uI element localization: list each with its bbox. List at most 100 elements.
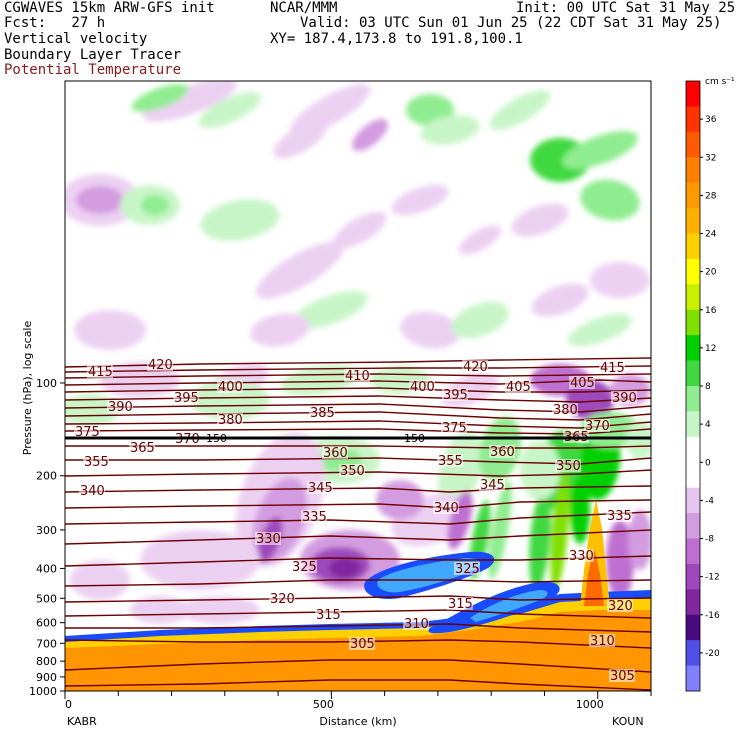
colorbar-tick-label: -8 (705, 535, 714, 545)
theta-label: 320 (608, 599, 633, 614)
theta-contour (65, 595, 651, 603)
theta-label: 380 (553, 403, 578, 418)
x-tick-label: 1000 (576, 698, 604, 711)
colorbar-tick-label: -16 (705, 611, 720, 621)
tropopause-label-mid: 150 (404, 432, 425, 445)
y-tick-label: 500 (36, 592, 57, 605)
theta-label-bg (403, 617, 429, 630)
theta-contour (65, 373, 651, 379)
vertical-velocity-cell (520, 440, 560, 500)
theta-label-bg (609, 669, 635, 682)
theta-label: 380 (218, 413, 243, 428)
theta-label: 350 (340, 464, 365, 479)
colorbar-tick-label: 12 (705, 344, 716, 354)
colorbar-swatch (686, 589, 700, 616)
init-time: Init: 00 UTC Sat 31 May 25 (516, 0, 736, 16)
colorbar-swatch (686, 614, 700, 641)
theta-label-bg (291, 560, 317, 573)
colorbar-swatch (686, 335, 700, 361)
vertical-velocity-cell (200, 199, 280, 241)
colorbar-swatch (686, 462, 700, 489)
theta-label-bg (441, 421, 467, 434)
colorbar-swatch (686, 563, 700, 590)
colorbar-swatch (686, 284, 700, 311)
colorbar-tick-label: 32 (705, 153, 716, 163)
colorbar-tick-label: -4 (705, 496, 714, 506)
tropopause-label-left: 150 (206, 432, 227, 445)
model-title: CGWAVES 15km ARW-GFS init (4, 0, 215, 16)
theta-contour (65, 499, 651, 509)
theta-label: 340 (434, 501, 459, 516)
vertical-velocity-cell (273, 121, 327, 159)
vertical-velocity-cell (131, 84, 189, 112)
vertical-velocity-cell (529, 490, 551, 590)
theta-label: 305 (610, 669, 635, 684)
vertical-velocity-cell (255, 241, 345, 299)
theta-contour (65, 659, 651, 673)
theta-label-bg (479, 478, 505, 491)
theta-label: 330 (569, 549, 594, 564)
colorbar-swatch (686, 538, 700, 565)
vertical-velocity-cell (531, 283, 589, 317)
vertical-velocity-cell (628, 510, 651, 570)
vertical-velocity-cell (447, 490, 473, 550)
theta-label: 355 (438, 454, 463, 469)
theta-label-bg (349, 637, 375, 650)
colorbar-swatch (686, 386, 700, 412)
colorbar-swatch (686, 309, 700, 336)
theta-label: 410 (345, 369, 370, 384)
theta-label-bg (217, 380, 243, 393)
vertical-velocity-cell (280, 364, 360, 396)
theta-contour (65, 529, 651, 545)
theta-label-bg (555, 459, 581, 472)
theta-label-bg (433, 501, 459, 514)
theta-label: 405 (570, 376, 595, 391)
vertical-velocity-cell (250, 313, 310, 347)
vertical-velocity-cell (391, 184, 449, 216)
theta-label-bg (489, 445, 515, 458)
vertical-velocity-cell (65, 394, 120, 426)
vertical-velocity-cell (351, 118, 389, 152)
vertical-velocity-cell (74, 310, 146, 350)
theta-label-bg (255, 532, 281, 545)
theta-label: 320 (270, 592, 295, 607)
theta-label-bg (83, 455, 109, 468)
theta-label-bg (552, 403, 578, 416)
vertical-velocity-cell (626, 420, 651, 460)
left-station-label: KABR (67, 715, 97, 728)
colorbar-tick-label: 24 (705, 230, 717, 240)
vertical-velocity-cell (333, 211, 387, 249)
theta-label-bg (454, 562, 480, 575)
vertical-velocity-cell (488, 480, 512, 580)
theta-label: 375 (75, 425, 100, 440)
theta-label-bg (442, 388, 468, 401)
institution-label: NCAR/MMM (270, 0, 338, 16)
vertical-velocity-cell (376, 480, 424, 520)
theta-label: 315 (316, 608, 341, 623)
theta-label-bg (217, 413, 243, 426)
theta-label: 400 (410, 380, 435, 395)
y-tick-label: 1000 (29, 685, 57, 698)
theta-label-bg (79, 484, 105, 497)
theta-label: 400 (218, 380, 243, 395)
tracer-top-edge (65, 590, 651, 642)
theta-label-bg (307, 481, 333, 494)
theta-label: 330 (256, 532, 281, 547)
colorbar-tick-label: 20 (705, 268, 717, 278)
theta-label: 310 (404, 617, 429, 632)
theta-label-bg (344, 369, 370, 382)
theta-label: 360 (490, 445, 515, 460)
vertical-velocity-cell (567, 313, 633, 347)
theta-label: 395 (443, 388, 468, 403)
theta-label-bg (462, 360, 488, 373)
theta-label-bg (606, 509, 632, 522)
theta-label: 415 (88, 365, 113, 380)
vertical-velocity-cell (70, 560, 130, 600)
field-vertical-velocity: Vertical velocity (4, 31, 148, 47)
colorbar-tick-label: 28 (705, 191, 717, 201)
theta-label-bg (147, 358, 173, 371)
theta-label: 390 (108, 400, 133, 415)
vertical-velocity-cell (180, 596, 260, 624)
